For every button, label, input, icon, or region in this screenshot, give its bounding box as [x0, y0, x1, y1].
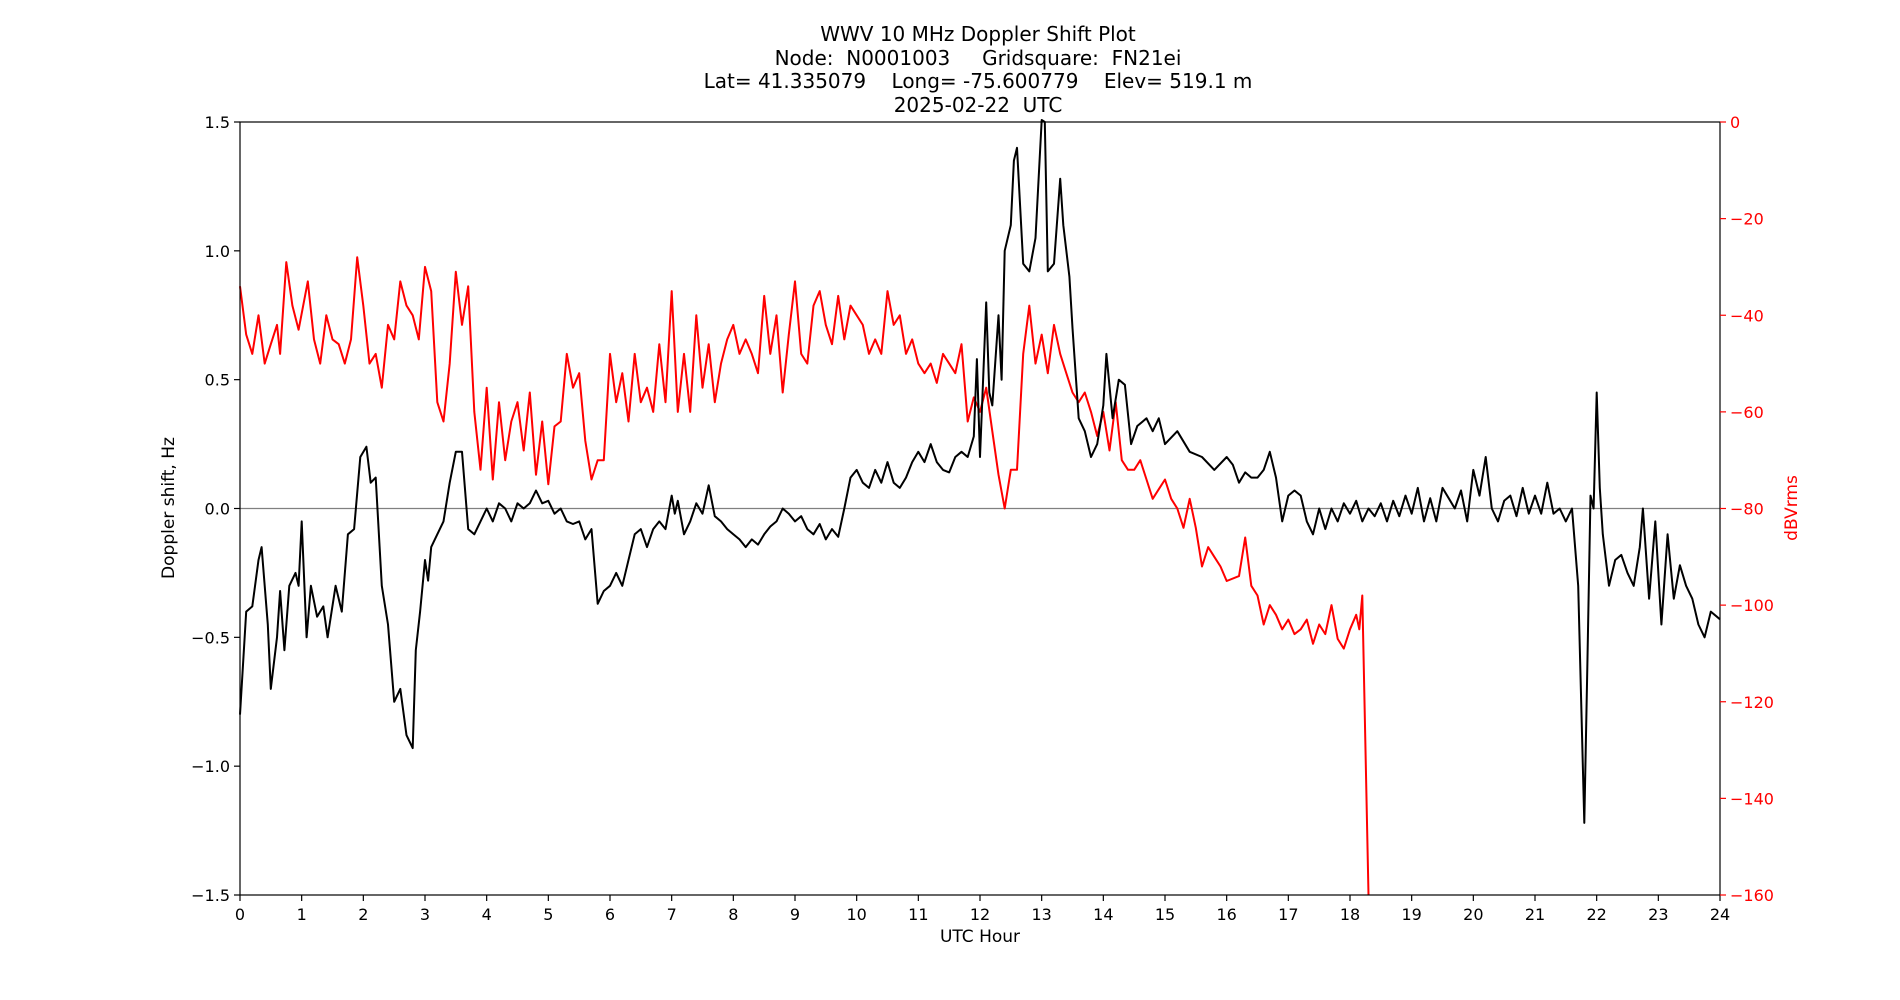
x-tick-label: 1 [297, 905, 307, 924]
x-tick-label: 24 [1710, 905, 1730, 924]
x-tick-label: 20 [1463, 905, 1483, 924]
x-tick-label: 15 [1155, 905, 1175, 924]
y-left-tick-label: −1.5 [191, 886, 230, 905]
y-left-tick-label: −0.5 [191, 628, 230, 647]
chart-title-line-1: WWV 10 MHz Doppler Shift Plot [820, 22, 1136, 46]
x-tick-label: 18 [1340, 905, 1360, 924]
y-right-tick-label: 0 [1730, 113, 1740, 132]
x-tick-label: 4 [482, 905, 492, 924]
y-right-tick-label: −80 [1730, 500, 1764, 519]
y-left-tick-label: 1.0 [205, 242, 230, 261]
x-tick-label: 7 [667, 905, 677, 924]
y-right-tick-label: −100 [1730, 596, 1774, 615]
x-tick-label: 8 [728, 905, 738, 924]
y-left-tick-label: 0.5 [205, 371, 230, 390]
x-tick-label: 6 [605, 905, 615, 924]
x-tick-label: 13 [1031, 905, 1051, 924]
signal-power-series-line [239, 256, 1370, 896]
x-tick-label: 3 [420, 905, 430, 924]
x-tick-label: 11 [908, 905, 928, 924]
y-right-tick-label: −20 [1730, 210, 1764, 229]
x-tick-label: 0 [235, 905, 245, 924]
doppler-shift-series-line [239, 119, 1721, 824]
x-tick-label: 10 [846, 905, 866, 924]
x-tick-label: 22 [1586, 905, 1606, 924]
x-tick-label: 9 [790, 905, 800, 924]
y-axis-left: 1.5 1.0 0.5 0.0 −0.5 −1.0 −1.5 [191, 113, 240, 905]
x-tick-label: 12 [970, 905, 990, 924]
x-axis: 0 1 2 3 4 5 6 7 8 9 10 11 12 13 14 15 16 17 18 19 20 21 22 23 24 [235, 895, 1730, 924]
x-tick-label: 21 [1525, 905, 1545, 924]
x-tick-label: 16 [1216, 905, 1236, 924]
x-axis-label: UTC Hour [940, 927, 1020, 947]
x-tick-label: 5 [543, 905, 553, 924]
plot-area [239, 119, 1721, 896]
chart-title-line-2: Node: N0001003 Gridsquare: FN21ei [775, 46, 1182, 70]
x-tick-label: 2 [358, 905, 368, 924]
y-left-tick-label: 1.5 [205, 113, 230, 132]
x-tick-label: 23 [1648, 905, 1668, 924]
y-left-tick-label: 0.0 [205, 500, 230, 519]
chart-title: WWV 10 MHz Doppler Shift Plot Node: N000… [704, 22, 1253, 117]
x-tick-label: 14 [1093, 905, 1113, 924]
y-right-tick-label: −40 [1730, 306, 1764, 325]
y-right-tick-label: −160 [1730, 886, 1774, 905]
x-tick-label: 19 [1401, 905, 1421, 924]
y-right-tick-label: −120 [1730, 693, 1774, 712]
y-axis-left-label: Doppler shift, Hz [159, 437, 179, 579]
y-left-tick-label: −1.0 [191, 757, 230, 776]
y-axis-right: 0 −20 −40 −60 −80 −100 −120 −140 −160 [1720, 113, 1774, 905]
chart-title-line-3: Lat= 41.335079 Long= -75.600779 Elev= 51… [704, 69, 1253, 93]
y-axis-right-label: dBVrms [1782, 475, 1802, 541]
y-right-tick-label: −140 [1730, 789, 1774, 808]
x-tick-label: 17 [1278, 905, 1298, 924]
chart-title-line-4: 2025-02-22 UTC [894, 93, 1063, 117]
y-right-tick-label: −60 [1730, 403, 1764, 422]
